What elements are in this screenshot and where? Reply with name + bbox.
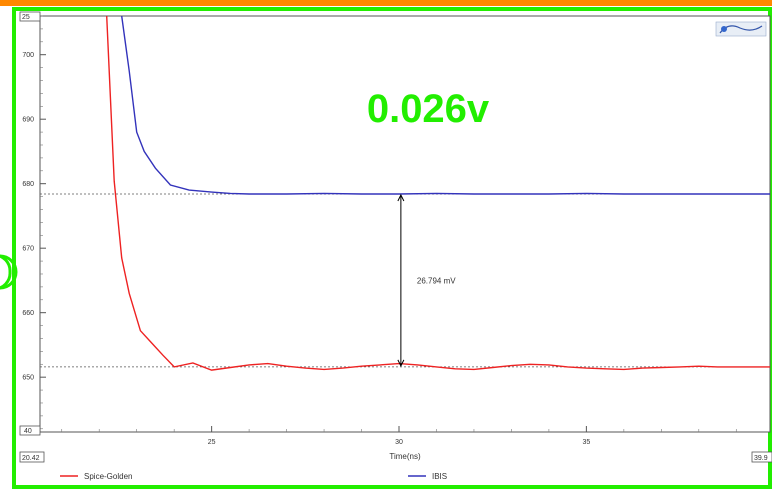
y-tick-label-650: 650 — [22, 375, 34, 382]
series-line-spice-golden — [106, 16, 770, 371]
top-band — [0, 0, 772, 6]
x-end-range-box[interactable]: 39.9 — [751, 451, 772, 463]
series-lines — [106, 16, 770, 371]
y-tick-label-690: 690 — [22, 117, 34, 124]
legend: Spice-Golden IBIS — [60, 472, 447, 481]
plot-area: 650 660 670 680 690 700 25 30 35 26.794 mV — [22, 15, 771, 446]
x-start-range-box[interactable]: 20.42 — [19, 451, 45, 463]
legend-label-spice: Spice-Golden — [84, 472, 132, 481]
y-axis-ticks: 650 660 670 680 690 700 — [22, 15, 46, 430]
x-tick-label-30: 30 — [395, 439, 403, 446]
tool-logo-icon — [715, 21, 767, 37]
x-axis-ticks: 25 30 35 — [61, 426, 737, 446]
y-tick-label-660: 660 — [22, 310, 34, 317]
y-top-range-box: 25 — [19, 11, 41, 22]
y-bottom-range-value: 40 — [24, 428, 32, 435]
left-edge-circle-arc — [0, 254, 12, 290]
x-tick-label-25: 25 — [208, 439, 216, 446]
x-end-range-value: 39.9 — [754, 455, 768, 462]
left-edge-circle — [0, 254, 18, 290]
plot-border — [39, 15, 771, 433]
x-tick-label-35: 35 — [582, 439, 590, 446]
legend-label-ibis: IBIS — [432, 472, 447, 481]
series-line-ibis — [121, 16, 770, 195]
voltage-difference-annotation: 0.026v — [367, 87, 490, 131]
y-bottom-range-box: 40 — [19, 425, 41, 436]
delta-arrow-head-bottom — [397, 359, 405, 367]
y-tick-label-670: 670 — [22, 246, 34, 253]
x-start-range-value: 20.42 — [22, 455, 40, 462]
y-top-range-value: 25 — [22, 14, 30, 21]
y-tick-label-700: 700 — [22, 52, 34, 59]
delta-arrow-head-top — [397, 193, 405, 202]
delta-measurement-label: 26.794 mV — [417, 276, 456, 285]
delta-measurement: 26.794 mV — [397, 193, 456, 367]
y-tick-label-680: 680 — [22, 181, 34, 188]
x-axis-title: Time(ns) — [389, 452, 421, 461]
